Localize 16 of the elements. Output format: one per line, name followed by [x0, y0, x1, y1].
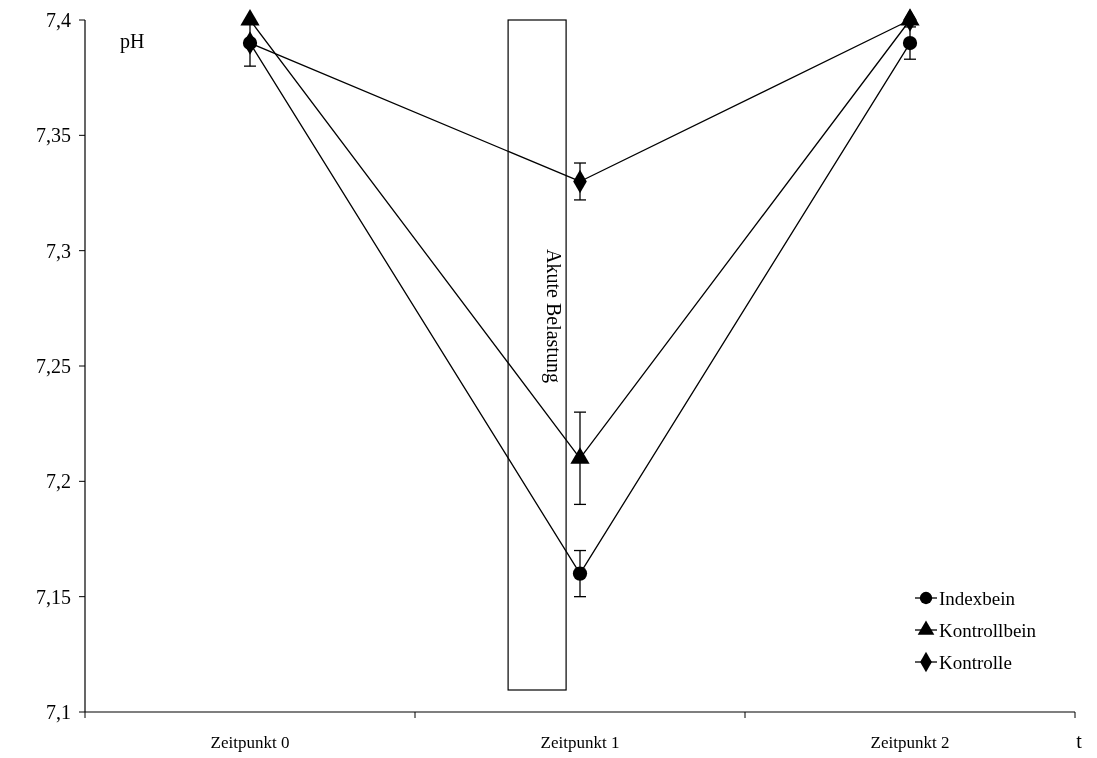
legend-label: Kontrollbein — [939, 619, 1037, 641]
y-axis-title: pH — [120, 30, 145, 53]
y-tick-label: 7,25 — [36, 355, 71, 377]
annotation: Akute Belastung — [542, 249, 566, 383]
y-tick-label: 7,15 — [36, 585, 71, 608]
y-tick-label: 7,4 — [46, 9, 71, 31]
y-tick-label: 7,2 — [46, 470, 71, 493]
x-tick-label: Zeitpunkt 1 — [540, 733, 620, 752]
x-axis-title: t — [1076, 730, 1083, 752]
y-tick-label: 7,3 — [46, 239, 71, 262]
legend-label: Indexbein — [939, 587, 1016, 609]
x-tick-label: Zeitpunkt 2 — [870, 733, 950, 752]
x-tick-label: Zeitpunkt 0 — [210, 733, 290, 752]
y-tick-label: 7,35 — [36, 124, 71, 147]
legend-label: Kontrolle — [939, 651, 1012, 673]
y-tick-label: 7,1 — [46, 701, 71, 723]
